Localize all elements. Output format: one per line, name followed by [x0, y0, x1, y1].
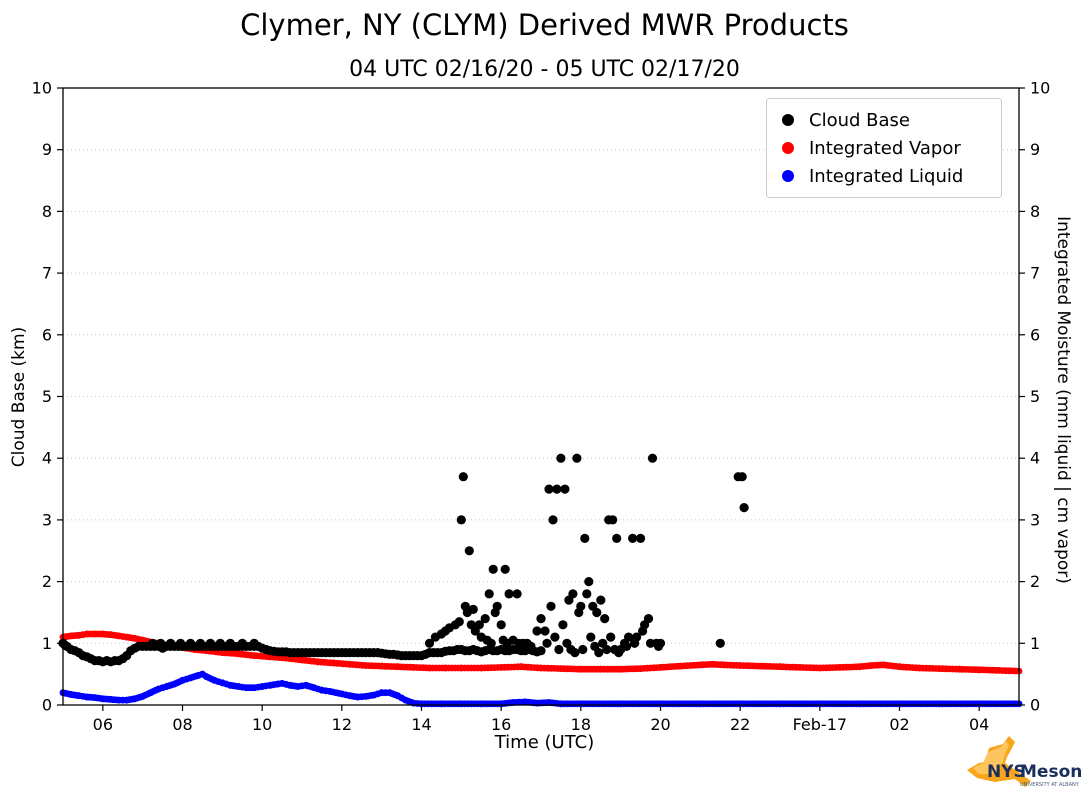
legend-item-integrated-vapor: Integrated Vapor	[767, 134, 1001, 162]
y-tick-label-left: 8	[42, 202, 52, 221]
y-tick-label-right: 3	[1030, 510, 1040, 529]
y-tick-label-right: 2	[1030, 572, 1040, 591]
x-tick-label: Feb-17	[793, 715, 847, 734]
chart-subtitle: 04 UTC 02/16/20 - 05 UTC 02/17/20	[349, 57, 740, 82]
x-tick-label: 08	[172, 715, 192, 734]
y-tick-label-right: 5	[1030, 387, 1040, 406]
y-tick-label-right: 0	[1030, 696, 1040, 715]
x-tick-label: 04	[969, 715, 989, 734]
ny-state-shape-highlight	[973, 741, 1009, 774]
y-tick-label-left: 5	[42, 387, 52, 406]
y-tick-label-left: 7	[42, 264, 52, 283]
legend-item-integrated-liquid: Integrated Liquid	[767, 162, 1001, 190]
x-tick-label: 06	[93, 715, 113, 734]
y-tick-label-left: 4	[42, 449, 52, 468]
legend: Cloud Base Integrated Vapor Integrated L…	[766, 98, 1002, 198]
cloud-base-marker-icon	[782, 114, 794, 126]
integrated-liquid-marker-icon	[782, 170, 794, 182]
y-tick-label-left: 3	[42, 510, 52, 529]
legend-label: Integrated Liquid	[809, 165, 964, 187]
y-tick-label-right: 6	[1030, 325, 1040, 344]
x-tick-label: 14	[411, 715, 431, 734]
y-tick-label-right: 10	[1030, 79, 1050, 98]
y-tick-label-left: 1	[42, 634, 52, 653]
x-tick-label: 12	[332, 715, 352, 734]
y-tick-label-left: 0	[42, 696, 52, 715]
y-tick-label-left: 9	[42, 140, 52, 159]
y-tick-label-right: 9	[1030, 140, 1040, 159]
axis-ticks: 06 08 10 12 14 16 18 20 22 Feb-17 02 040 01 12 23 34 45 5…	[32, 79, 1051, 735]
legend-label: Cloud Base	[809, 109, 910, 131]
y-tick-label-left: 2	[42, 572, 52, 591]
logo-text-nys: NYS	[987, 762, 1026, 782]
series-integrated-liquid	[59, 670, 1023, 708]
y-axis-label-left: Cloud Base (km)	[9, 326, 29, 468]
x-tick-label: 16	[491, 715, 511, 734]
integrated-vapor-marker-icon	[782, 142, 794, 154]
series-integrated-vapor	[59, 630, 1023, 675]
gridlines	[63, 149, 1019, 644]
x-tick-label: 10	[252, 715, 272, 734]
series-cloud-base	[58, 453, 749, 667]
legend-item-cloud-base: Cloud Base	[767, 106, 1001, 134]
y-tick-label-left: 6	[42, 325, 52, 344]
logo-text-mesonet: Mesonet	[1020, 762, 1083, 782]
chart-title: Clymer, NY (CLYM) Derived MWR Products	[240, 8, 849, 42]
x-tick-label: 18	[571, 715, 591, 734]
x-tick-label: 02	[889, 715, 909, 734]
y-tick-label-right: 8	[1030, 202, 1040, 221]
nys-mesonet-logo: NYS Mesonet UNIVERSITY AT ALBANY	[967, 736, 1083, 788]
y-tick-label-right: 4	[1030, 449, 1040, 468]
x-tick-label: 22	[730, 715, 750, 734]
x-tick-label: 20	[650, 715, 670, 734]
legend-label: Integrated Vapor	[809, 137, 961, 159]
y-tick-label-left: 10	[32, 79, 52, 98]
x-axis-label: Time (UTC)	[494, 732, 595, 753]
y-tick-label-right: 7	[1030, 264, 1040, 283]
logo-subtext: UNIVERSITY AT ALBANY	[1020, 782, 1080, 788]
y-axis-label-right: Integrated Moisture (mm liquid | cm vapo…	[1053, 216, 1073, 584]
y-tick-label-right: 1	[1030, 634, 1040, 653]
